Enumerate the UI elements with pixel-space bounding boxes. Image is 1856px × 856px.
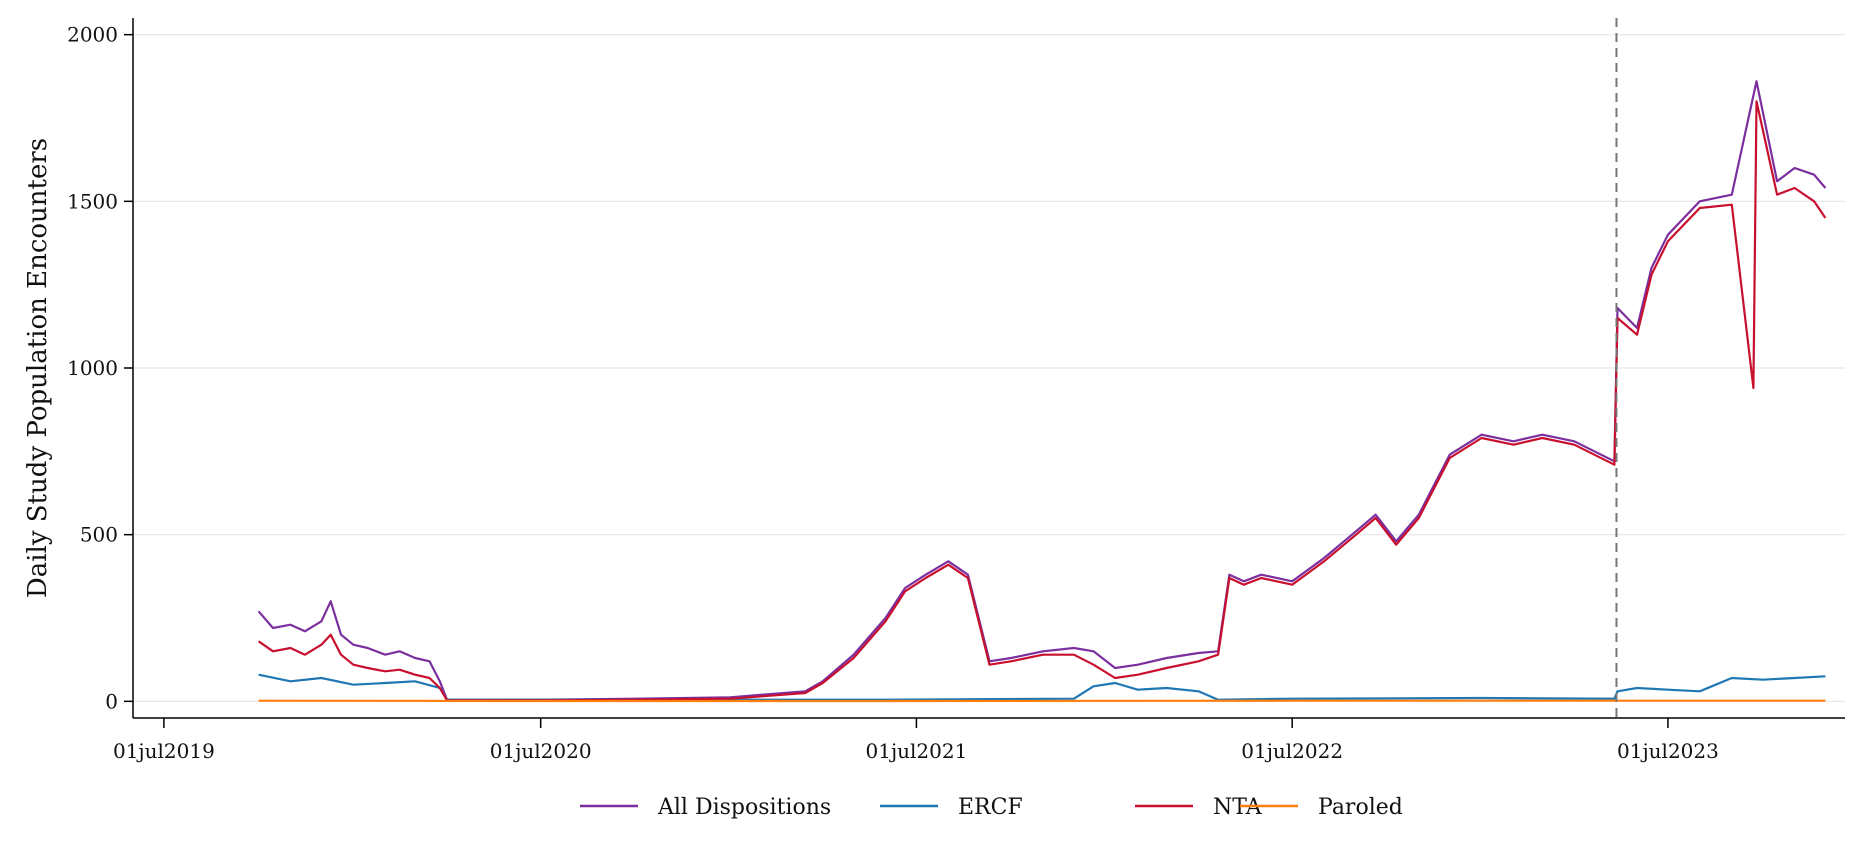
series-line-nta: [257, 100, 1827, 702]
series-line-all-dispositions: [257, 80, 1827, 701]
legend: All Dispositions ERCF NTA Paroled: [580, 795, 1403, 820]
y-tick-label: 1000: [67, 356, 118, 380]
series-line-ercf: [258, 673, 1826, 701]
x-tick-label: 01jul2021: [866, 739, 968, 763]
x-tick-label: 01jul2023: [1617, 739, 1719, 763]
y-tick-label: 2000: [67, 23, 118, 47]
legend-label: ERCF: [958, 795, 1023, 820]
y-tick-label: 1500: [67, 189, 118, 213]
gridlines: [133, 34, 1845, 702]
x-tick-label: 01jul2022: [1241, 739, 1343, 763]
y-axis-title: Daily Study Population Encounters: [23, 138, 53, 598]
x-tick-label: 01jul2019: [113, 739, 215, 763]
legend-label: NTA: [1213, 795, 1263, 820]
legend-label: Paroled: [1318, 795, 1403, 820]
axes: 0 500 1000 1500 2000 01jul2019 01jul2020 01jul2…: [67, 18, 1845, 763]
legend-label: All Dispositions: [657, 795, 831, 820]
series-layer: [257, 80, 1827, 703]
y-tick-label: 500: [80, 523, 118, 547]
y-tick-label: 0: [105, 689, 118, 713]
x-tick-label: 01jul2020: [490, 739, 592, 763]
